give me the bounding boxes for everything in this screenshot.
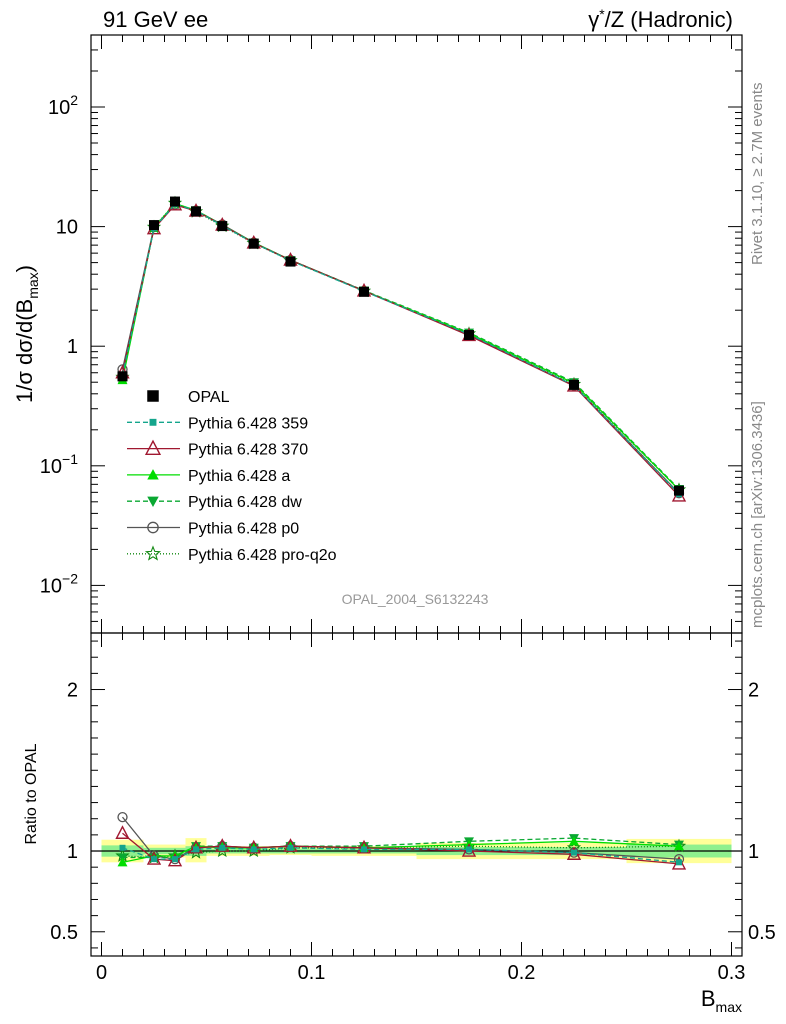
marker-opencircle [147, 521, 159, 534]
ratio-y-tick-label: 2 [67, 680, 78, 702]
marker-smallsquare [676, 859, 682, 866]
marker-square [147, 390, 159, 402]
marker-smallsquare [149, 418, 157, 426]
marker-triangle [117, 857, 128, 867]
y-tick-label: 10−2 [40, 570, 78, 597]
ratio-y-tick-label: 1 [67, 841, 78, 863]
marker-smallsquare [193, 846, 199, 853]
rivet-version-label: Rivet 3.1.10, ≥ 2.7M events [749, 83, 766, 266]
marker-triangle [674, 841, 684, 851]
legend-item: Pythia 6.428 dw [127, 494, 302, 511]
series-opal [117, 196, 684, 496]
marker-opentriangle [115, 825, 130, 839]
marker-opentriangle [144, 439, 162, 456]
legend-item: Pythia 6.428 370 [127, 439, 308, 459]
marker-square [191, 206, 201, 217]
marker-square [217, 221, 228, 232]
legend-item: Pythia 6.428 p0 [127, 521, 299, 538]
channel-label: γ*/Z (Hadronic) [588, 6, 733, 32]
marker-opencircle [117, 811, 128, 823]
x-tick-label: 0.2 [508, 962, 536, 984]
series-line [121, 203, 680, 495]
main-panel: 102 10 1 10−1 10−2 OPAL_2004_S6132243 1/σ dσ… [12, 34, 743, 634]
marker-square [464, 330, 474, 341]
marker-square [674, 485, 684, 496]
marker-square [359, 286, 369, 297]
marker-smallsquare [119, 844, 126, 851]
legend-label: Pythia 6.428 359 [188, 415, 308, 432]
legend-label: Pythia 6.428 370 [188, 442, 308, 459]
ratio-series-line [122, 847, 680, 863]
legend-label: Pythia 6.428 a [188, 468, 290, 485]
main-axis-ticks: 102 10 1 10−1 10−2 [40, 34, 742, 634]
marker-square [170, 196, 180, 207]
main-series-group [115, 195, 687, 502]
marker-smallsquare [151, 856, 157, 863]
marker-smallsquare [361, 846, 367, 853]
y-tick-label: 102 [48, 92, 78, 119]
legend: OPAL Pythia 6.428 359 Pythia 6.428 370 Pyth… [127, 389, 337, 564]
legend-label: OPAL [188, 389, 230, 406]
ratio-y-tick-label-right: 0.5 [748, 922, 776, 944]
marker-smallsquare [571, 849, 577, 856]
legend-label: Pythia 6.428 pro-q2o [188, 547, 337, 564]
marker-square [248, 238, 259, 249]
y-tick-label: 10−1 [40, 451, 78, 478]
x-axis-label: Bmax [701, 986, 742, 1015]
marker-square [569, 379, 579, 390]
process-label: 91 GeV ee [103, 7, 208, 32]
marker-triangle [147, 469, 159, 480]
marker-square [285, 256, 296, 267]
ratio-y-axis-label: Ratio to OPAL [23, 743, 40, 844]
ratio-series-line [122, 837, 680, 859]
legend-label: Pythia 6.428 dw [188, 494, 302, 511]
main-frame [90, 34, 743, 634]
legend-item: Pythia 6.428 pro-q2o [127, 545, 337, 564]
marker-square [117, 371, 128, 382]
legend-label: Pythia 6.428 p0 [188, 521, 299, 538]
y-tick-label: 1 [67, 336, 78, 358]
ratio-frame [90, 632, 743, 957]
marker-smallsquare [172, 856, 178, 863]
legend-item: OPAL [147, 389, 230, 406]
mcplots-source-label: mcplots.cern.ch [arXiv:1306.3436] [749, 401, 766, 628]
ratio-series-group [115, 811, 687, 870]
ratio-axis-ticks: 0.5 0.5 1 1 2 2 0 0.1 0.2 0.3 [50, 633, 776, 984]
marker-smallsquare [219, 844, 226, 851]
marker-smallsquare [287, 844, 294, 851]
x-tick-label: 0.1 [298, 962, 326, 984]
marker-smallsquare [250, 846, 257, 853]
analysis-watermark: OPAL_2004_S6132243 [342, 591, 489, 607]
marker-square [149, 220, 159, 231]
x-tick-label: 0 [96, 962, 107, 984]
main-y-axis-label: 1/σ dσ/d(Bmax) [12, 265, 41, 403]
x-tick-label: 0.3 [718, 962, 746, 984]
ratio-panel: 0.5 0.5 1 1 2 2 0 0.1 0.2 0.3 Ratio to OPAL Bmax [23, 632, 776, 1015]
legend-item: Pythia 6.428 a [127, 468, 290, 485]
y-tick-label: 10 [56, 217, 78, 239]
marker-invtriangle [147, 496, 159, 507]
ratio-y-tick-label-right: 1 [748, 841, 759, 863]
ratio-y-tick-label-right: 2 [748, 680, 759, 702]
legend-item: Pythia 6.428 359 [127, 415, 308, 432]
ratio-y-tick-label: 0.5 [50, 922, 78, 944]
ratio-series-pythia-6-428-359 [119, 844, 682, 866]
marker-smallsquare [466, 846, 472, 853]
marker-triangle [569, 836, 579, 846]
marker-openstar [144, 545, 162, 561]
